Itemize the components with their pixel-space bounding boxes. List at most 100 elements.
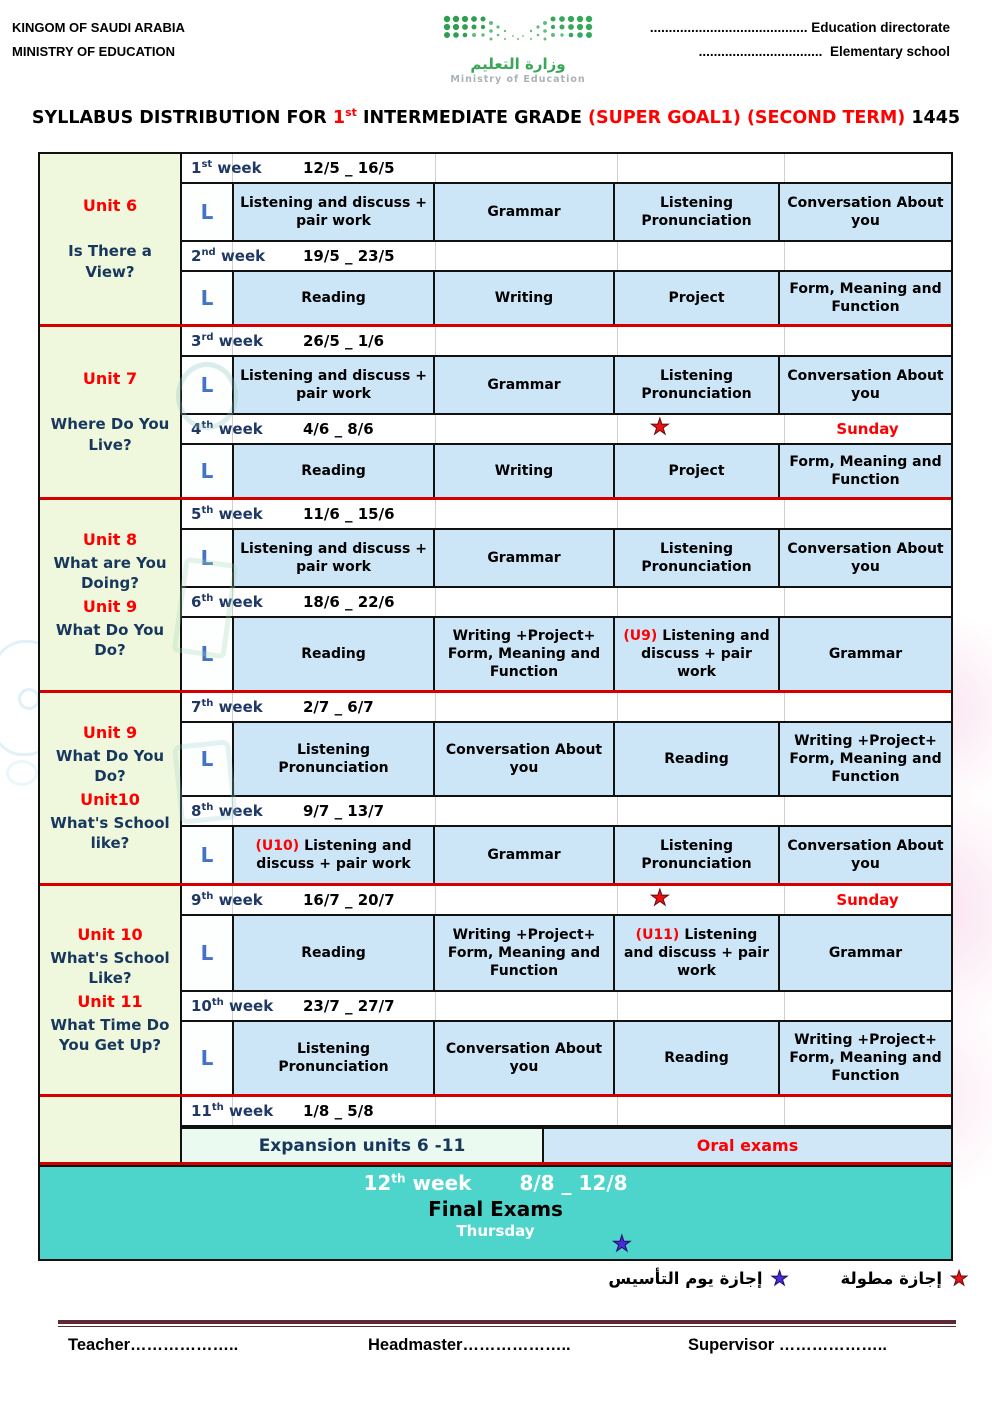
founding-day-star-icon: ★	[770, 1266, 789, 1290]
headmaster-signature-line: Headmaster………………..	[368, 1336, 571, 1354]
unit-title: What Do You Do?	[55, 746, 165, 785]
section-unit-8-9: Unit 8 What are You Doing? Unit 9 What D…	[40, 500, 951, 693]
lesson-text: Writing +Project+ Form, Meaning and Func…	[447, 926, 601, 980]
lesson-cell: Writing +Project+ Form, Meaning and Func…	[433, 916, 613, 990]
title-year: 1445	[905, 107, 961, 128]
week-dates: 18/6 _ 22/6	[303, 593, 395, 611]
week-label: 9th week	[191, 891, 263, 909]
section-rows: 5th week 11/6 _ 15/6 L Listening and dis…	[182, 500, 951, 690]
lesson-text: Listening and discuss + pair work	[240, 367, 427, 402]
lesson-cell: Grammar	[433, 184, 613, 240]
lesson-text: Listening Pronunciation	[278, 741, 389, 776]
lesson-text: Writing	[494, 462, 554, 479]
lesson-cell: Listening Pronunciation	[613, 827, 778, 883]
section-week-11: 11th week 1/8 _ 5/8 Expansion units 6 -1…	[40, 1097, 951, 1165]
lesson-cell: Listening and discuss + pair work	[232, 184, 433, 240]
lesson-cell: (U11) Listening and discuss + pair work	[613, 916, 778, 990]
school-blank: .................................	[698, 44, 823, 60]
lesson-text: Conversation About you	[445, 741, 603, 776]
extended-holiday-star-icon: ★	[950, 1266, 969, 1290]
section-rows: 11th week 1/8 _ 5/8 Expansion units 6 -1…	[182, 1097, 951, 1162]
lesson-cell: Listening Pronunciation	[232, 1022, 433, 1094]
founding-day-star-icon: ★	[612, 1232, 633, 1258]
lesson-text: Listening and discuss + pair work	[240, 540, 427, 575]
week-dates: 9/7 _ 13/7	[303, 802, 385, 820]
lesson-text: Form, Meaning and Function	[789, 280, 942, 315]
unit-number: Unit 6	[82, 196, 138, 216]
legend-founding-day: إجازة يوم التأسيس ★	[608, 1266, 789, 1290]
week-label: 4th week	[191, 420, 263, 438]
week-label: 11th week	[191, 1102, 274, 1120]
lesson-cell: Grammar	[433, 357, 613, 413]
school-label: Elementary school	[829, 44, 950, 60]
extended-holiday-star-icon: ★	[649, 414, 670, 440]
week-header-row: 1st week 12/5 _ 16/5	[182, 154, 951, 184]
week-label: 7th week	[191, 698, 263, 716]
lesson-row: L Reading Writing +Project+ Form, Meanin…	[182, 618, 951, 690]
lesson-cell: Listening Pronunciation	[613, 530, 778, 586]
lesson-text: Reading	[664, 1049, 729, 1066]
week-dates: 11/6 _ 15/6	[303, 505, 395, 523]
lesson-text: Listening Pronunciation	[641, 837, 752, 872]
lesson-cell: Reading	[232, 618, 433, 690]
week-dates: 1/8 _ 5/8	[303, 1102, 374, 1120]
lesson-row: L Reading Writing Project Form, Meaning …	[182, 272, 951, 324]
unit-title: What Do You Do?	[55, 621, 165, 660]
title-book: (SUPER GOAL1)	[588, 107, 741, 128]
lesson-cell: Writing +Project+ Form, Meaning and Func…	[778, 1022, 951, 1094]
logo-arabic-text: وزارة التعليم	[470, 55, 566, 73]
supervisor-signature-line: Supervisor ………………..	[688, 1336, 887, 1354]
lesson-text: Grammar	[828, 645, 903, 662]
lesson-row: L Reading Writing Project Form, Meaning …	[182, 445, 951, 497]
ghost-doodle-decoration	[6, 760, 38, 786]
lesson-text: Grammar	[487, 203, 561, 220]
section-rows: 9th week 16/7 _ 20/7 ★ Sunday L Reading …	[182, 885, 951, 1094]
footer-separator	[58, 1320, 956, 1327]
unit-number: Unit 10	[77, 924, 143, 944]
header-left: KINGOM OF SAUDI ARABIA MINISTRY OF EDUCA…	[12, 16, 185, 64]
section-unit-9-10: Unit 9 What Do You Do? Unit10 What's Sch…	[40, 693, 951, 886]
week-11-row: Expansion units 6 -11 Oral exams	[182, 1127, 951, 1162]
extended-holiday-star-icon: ★	[649, 885, 670, 911]
ministry-of-education-logo: وزارة التعليم Ministry of Education	[418, 12, 618, 85]
week-label: 1st week	[191, 159, 262, 177]
lesson-text: Listening Pronunciation	[641, 540, 752, 575]
week-label: 8th week	[191, 802, 263, 820]
lesson-letter: L	[182, 357, 232, 413]
lesson-text: Conversation About you	[787, 194, 944, 229]
lesson-cell: Writing +Project+ Form, Meaning and Func…	[778, 723, 951, 795]
week-header-row: 11th week 1/8 _ 5/8	[182, 1097, 951, 1127]
section-unit-10-11: Unit 10 What's School Like? Unit 11 What…	[40, 885, 951, 1097]
lesson-row: L Listening and discuss + pair work Gram…	[182, 184, 951, 240]
final-week-dates: 8/8 _ 12/8	[519, 1171, 628, 1195]
title-term: (SECOND TERM)	[746, 107, 906, 128]
unit-title: Is There a View?	[68, 242, 152, 281]
lesson-text: Grammar	[828, 944, 903, 961]
logo-english-text: Ministry of Education	[450, 74, 586, 85]
lesson-cell: Reading	[613, 723, 778, 795]
lesson-cell: Reading	[613, 1022, 778, 1094]
week-header-row: 7th week 2/7 _ 6/7	[182, 693, 951, 723]
lesson-cell: Conversation About you	[778, 827, 951, 883]
lesson-cell: (U10) Listening and discuss + pair work	[232, 827, 433, 883]
lesson-cell: Reading	[232, 272, 433, 324]
title-prefix: SYLLABUS DISTRIBUTION FOR	[31, 107, 333, 128]
unit-cell: Unit 10 What's School Like? Unit 11 What…	[40, 886, 182, 1094]
lesson-cell: Project	[613, 445, 778, 497]
week-label: 3rd week	[191, 332, 263, 350]
lesson-text: Listening and discuss + pair work	[623, 926, 770, 980]
lesson-text: Listening and discuss + pair work	[256, 837, 412, 872]
unit-cell-empty	[40, 1097, 182, 1162]
lesson-cell: Writing +Project+ Form, Meaning and Func…	[433, 618, 613, 690]
page-title: SYLLABUS DISTRIBUTION FOR 1st INTERMEDIA…	[0, 106, 992, 128]
unit-cell: Unit 9 What Do You Do? Unit10 What's Sch…	[40, 693, 182, 883]
lesson-text: Project	[668, 289, 725, 306]
unit-title: What's School Like?	[50, 948, 170, 987]
lesson-cell: Conversation About you	[778, 530, 951, 586]
lesson-text: Writing +Project+ Form, Meaning and Func…	[789, 732, 942, 786]
lesson-text: Form, Meaning and Function	[789, 453, 942, 488]
final-exams-block: 12th week 8/8 _ 12/8 Final Exams Thursday…	[40, 1165, 951, 1259]
lesson-text: Reading	[301, 289, 366, 306]
lesson-row: L Listening and discuss + pair work Gram…	[182, 357, 951, 413]
final-exams-day: Thursday	[456, 1222, 535, 1240]
